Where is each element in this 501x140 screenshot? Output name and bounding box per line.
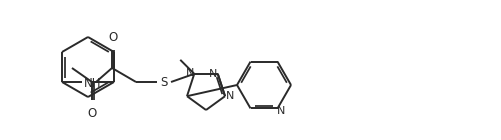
Text: N: N [278, 106, 286, 116]
Text: O: O [108, 31, 118, 44]
Text: NH: NH [84, 76, 102, 89]
Text: N: N [226, 91, 234, 101]
Text: N: N [208, 69, 217, 79]
Text: O: O [87, 107, 97, 120]
Text: N: N [186, 68, 194, 78]
Text: S: S [160, 75, 168, 88]
